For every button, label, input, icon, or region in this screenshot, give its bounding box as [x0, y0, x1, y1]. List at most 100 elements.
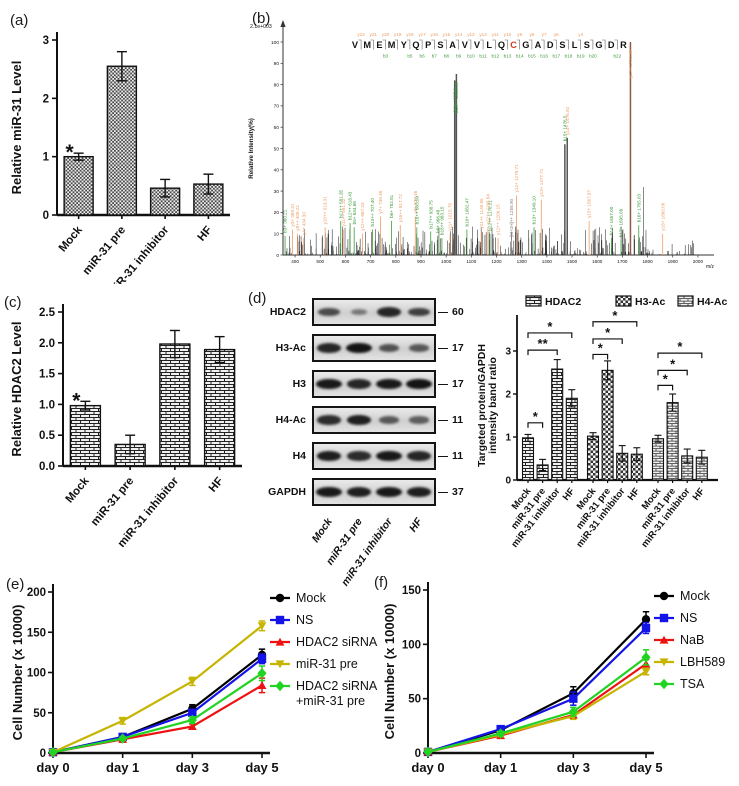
svg-text:100: 100 [402, 639, 421, 651]
svg-text:b8+ 966.48: b8+ 966.48 [435, 209, 440, 233]
blot-band [346, 379, 372, 389]
svg-text:b5+ 634.68: b5+ 634.68 [352, 201, 357, 225]
western-blot-panel: HDAC2 60 H3-Ac 17 H3 17 H4-Ac 11 H4 11 GAPDH 37 Mock… [250, 298, 478, 588]
svg-text:40: 40 [274, 168, 280, 174]
svg-text:y12+ 1279.71: y12+ 1279.71 [514, 164, 519, 192]
blot-image [312, 370, 436, 398]
svg-text:1100: 1100 [466, 259, 476, 264]
significance-star: * [72, 389, 81, 412]
legend-swatch-HDAC2 [525, 295, 542, 307]
bar-H3-Ac-Mock [586, 435, 600, 481]
svg-text:2.0: 2.0 [39, 338, 55, 350]
blot-band [317, 415, 341, 425]
blot-image [312, 406, 436, 434]
svg-text:100: 100 [271, 40, 279, 46]
svg-text:10: 10 [274, 232, 280, 238]
svg-text:1900: 1900 [668, 259, 679, 264]
significance-bracket [657, 384, 674, 391]
svg-text:day 1: day 1 [484, 760, 517, 775]
significance-bracket [527, 349, 558, 356]
svg-text:1000: 1000 [441, 259, 452, 264]
peptide-residue: R [620, 40, 627, 50]
bar-Mock [69, 404, 102, 467]
growth-curve-inhibitors: 0 50 100 150 day 0 day 1 day 3 day 5 Cell Number… [382, 582, 725, 775]
svg-text:1400: 1400 [542, 259, 553, 264]
svg-text:1: 1 [43, 152, 50, 164]
svg-text:1500: 1500 [567, 259, 578, 264]
blot-band [346, 342, 372, 354]
peptide-residue: E [376, 40, 382, 50]
peptide-residue: V [474, 40, 481, 50]
bar-H4-Ac-Mock [651, 438, 665, 481]
weight-tick [438, 419, 448, 421]
legend-label: NS [680, 611, 697, 625]
peptide-residue: A [535, 40, 542, 50]
series-line-miR-31 pre [52, 624, 263, 754]
svg-text:miR-31 pre: miR-31 pre [89, 475, 136, 528]
bar-Mock [63, 155, 94, 216]
blot-image [312, 478, 436, 506]
svg-text:200: 200 [27, 587, 46, 599]
svg-text:day 3: day 3 [176, 760, 209, 775]
peptide-residue: A [449, 40, 456, 50]
blot-band [346, 487, 372, 497]
blot-row-H4-Ac: H4-Ac 11 [250, 406, 478, 434]
weight-tick [438, 383, 448, 385]
weight-tick [438, 347, 448, 349]
blot-protein-label: H4 [292, 450, 306, 462]
svg-text:500: 500 [316, 259, 324, 264]
svg-text:2: 2 [43, 93, 49, 105]
legend-label: TSA [680, 677, 705, 691]
panel-e: 0 50 100 150 200 day 0 day 1 day 3 day 5 Cell Num… [6, 562, 378, 784]
bar-miR-31 inhibitor [159, 343, 191, 467]
b-ion-label: b8 [444, 54, 450, 59]
svg-text:1.5: 1.5 [39, 369, 56, 381]
panel-a: 0 1 2 3 Relative miR-31 Level Mock miR-31 pre m… [6, 6, 238, 284]
legend-label: H3-Ac [635, 296, 666, 308]
y-ion-label: y4 [578, 32, 583, 37]
molecular-weight: 11 [436, 450, 463, 462]
svg-text:50: 50 [33, 708, 46, 720]
svg-text:HF: HF [196, 224, 215, 243]
svg-text:b19++ 1038.69: b19++ 1038.69 [454, 82, 459, 113]
molecular-weight: 37 [436, 486, 464, 498]
svg-text:y8++ 409.22: y8++ 409.22 [295, 205, 300, 231]
svg-text:day 1: day 1 [106, 760, 139, 775]
molecular-weight: 11 [436, 414, 463, 426]
panel-d-label: (d) [248, 290, 267, 307]
blot-band [376, 378, 402, 390]
svg-text:y8+ 877.46: y8+ 877.46 [413, 190, 418, 213]
svg-text:y7+ 739.48: y7+ 739.48 [378, 190, 383, 213]
svg-text:*: * [533, 409, 539, 424]
svg-text:b12++ 618.43: b12++ 618.43 [348, 191, 353, 220]
blot-band [406, 487, 432, 497]
svg-text:0.5: 0.5 [39, 430, 56, 442]
peptide-residue: V [462, 40, 469, 50]
b-ion-label: b5 [407, 54, 413, 59]
svg-text:HF: HF [561, 486, 578, 503]
peptide-residue: S [437, 40, 443, 50]
svg-text:b3+ 360.21: b3+ 360.21 [283, 209, 288, 233]
y-axis-title: Relative Intensity(%) [248, 118, 255, 179]
b-ion-label: b13 [504, 54, 512, 59]
peptide-residue: G [522, 40, 529, 50]
peptide-residue: L [486, 40, 492, 50]
svg-text:y12++ 1206.15: y12++ 1206.15 [496, 204, 501, 235]
b-ion-label: b3 [383, 54, 389, 59]
blot-protein-label: H3 [292, 378, 306, 390]
significance-bracket [592, 338, 623, 344]
bar-HDAC2-Mock [521, 437, 535, 481]
panel-f: 0 50 100 150 day 0 day 1 day 3 day 5 Cell Number… [378, 562, 736, 784]
svg-text:day 5: day 5 [629, 760, 662, 775]
y-ion-label: y16 [431, 32, 439, 37]
peptide-residue: P [425, 40, 431, 50]
svg-text:*: * [547, 319, 553, 334]
svg-text:20: 20 [274, 210, 280, 216]
svg-text:Mock: Mock [64, 475, 92, 506]
svg-text:y12++ 667.33: y12++ 667.33 [360, 202, 365, 231]
blot-band [406, 378, 432, 390]
svg-text:b16++ 883.59: b16++ 883.59 [414, 196, 419, 225]
svg-text:y17+ 1731.99: y17+ 1731.99 [628, 50, 633, 78]
y-ion-label: y13 [467, 32, 475, 37]
